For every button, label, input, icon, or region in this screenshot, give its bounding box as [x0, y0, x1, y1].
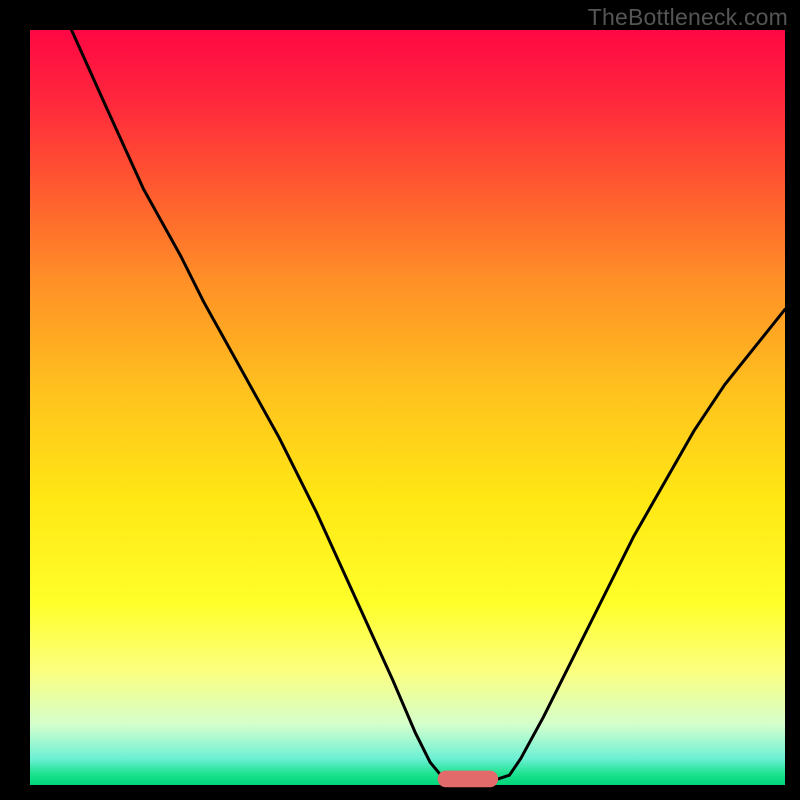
bottleneck-chart — [0, 0, 800, 800]
plot-gradient-background — [30, 30, 785, 785]
optimal-marker — [438, 771, 498, 788]
chart-frame: TheBottleneck.com — [0, 0, 800, 800]
watermark-text: TheBottleneck.com — [588, 4, 788, 31]
